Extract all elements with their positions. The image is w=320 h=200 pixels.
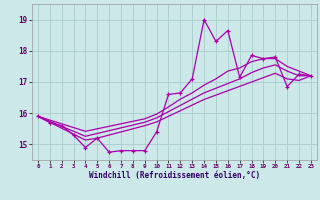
- X-axis label: Windchill (Refroidissement éolien,°C): Windchill (Refroidissement éolien,°C): [89, 171, 260, 180]
